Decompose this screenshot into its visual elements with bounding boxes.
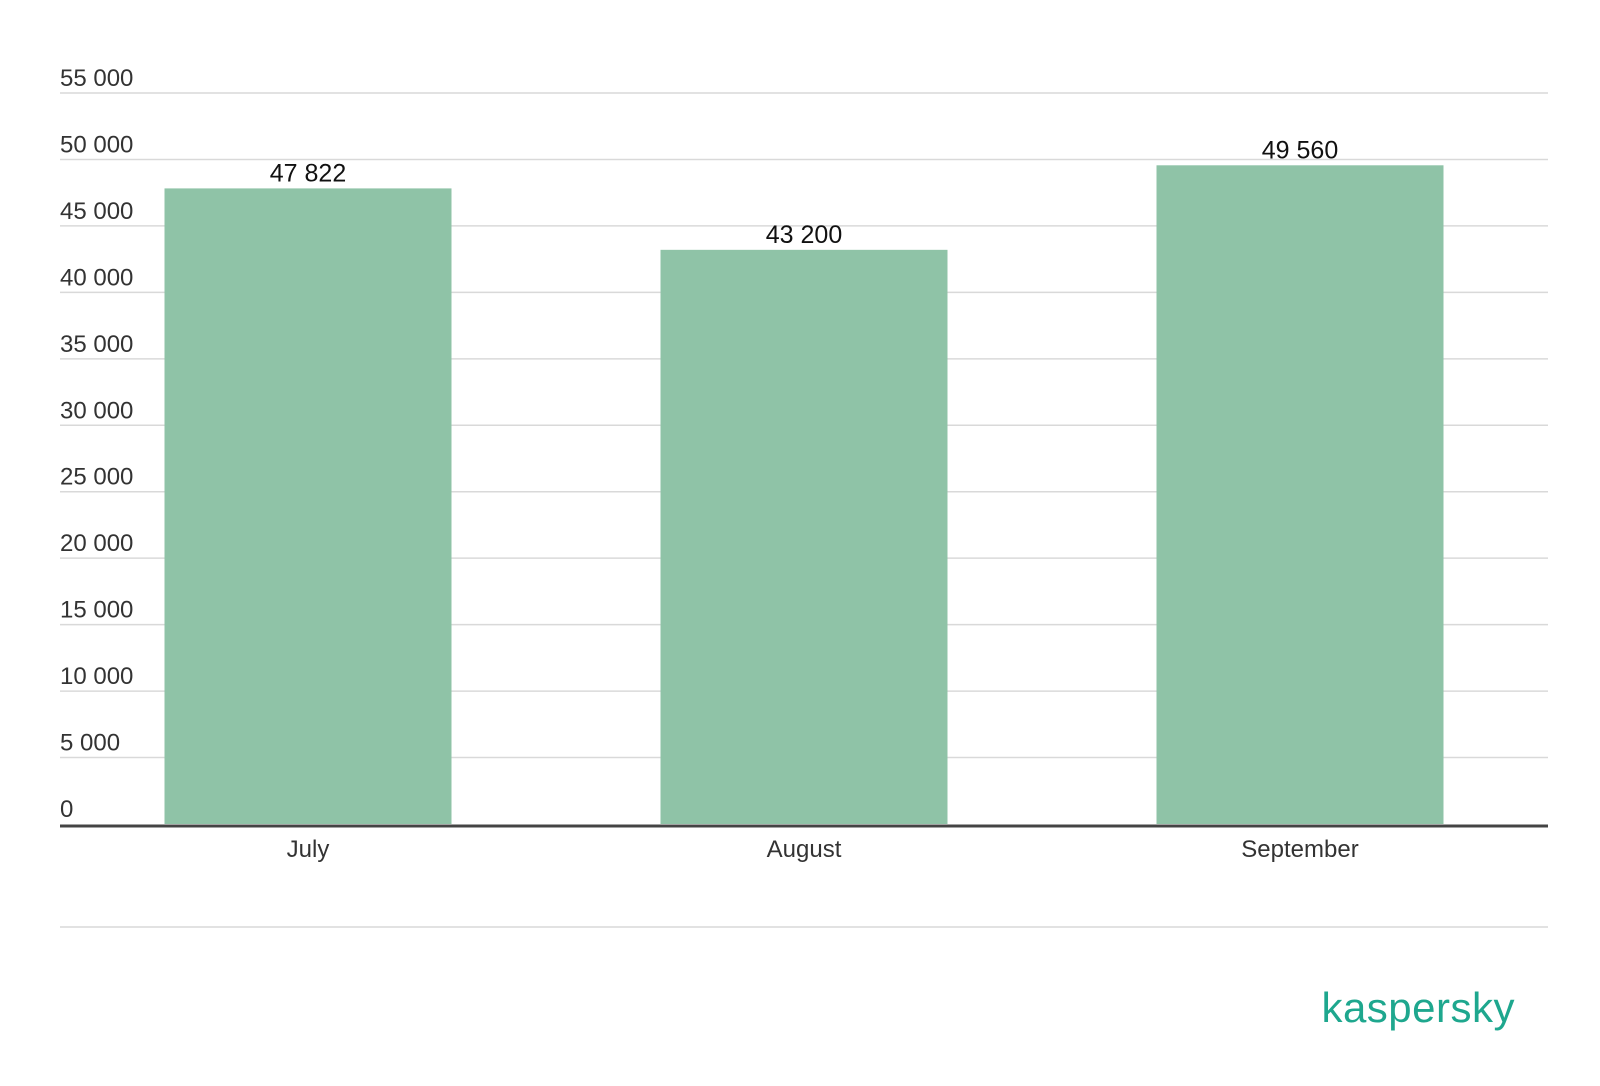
y-tick-label: 55 000 bbox=[60, 65, 133, 92]
y-tick-label: 45 000 bbox=[60, 198, 133, 225]
x-tick-label-september: September bbox=[1241, 836, 1358, 863]
y-tick-label: 30 000 bbox=[60, 397, 133, 424]
y-tick-label: 25 000 bbox=[60, 464, 133, 491]
bar-august bbox=[660, 249, 948, 824]
bar-july bbox=[164, 188, 452, 824]
y-axis-tick-labels: 0 5 000 10 000 15 000 20 000 25 000 30 000 35 0… bbox=[60, 65, 133, 823]
data-label-september: 49 560 bbox=[1262, 136, 1338, 164]
x-tick-label-july: July bbox=[287, 836, 330, 863]
y-tick-label: 35 000 bbox=[60, 331, 133, 358]
data-label-august: 43 200 bbox=[766, 221, 842, 249]
x-axis-tick-labels: July August September bbox=[287, 836, 1359, 863]
kaspersky-logo: kaspersky bbox=[1321, 984, 1515, 1031]
bar-september bbox=[1156, 165, 1444, 824]
data-label-july: 47 822 bbox=[270, 159, 346, 187]
y-tick-label: 40 000 bbox=[60, 264, 133, 291]
y-tick-label: 0 bbox=[60, 796, 73, 823]
y-tick-label: 5 000 bbox=[60, 730, 120, 757]
data-labels: 47 822 43 200 49 560 bbox=[270, 136, 1338, 249]
y-tick-label: 50 000 bbox=[60, 131, 133, 158]
bars bbox=[164, 165, 1444, 824]
x-tick-label-august: August bbox=[767, 836, 842, 863]
y-tick-label: 20 000 bbox=[60, 530, 133, 557]
y-tick-label: 15 000 bbox=[60, 597, 133, 624]
y-tick-label: 10 000 bbox=[60, 663, 133, 690]
